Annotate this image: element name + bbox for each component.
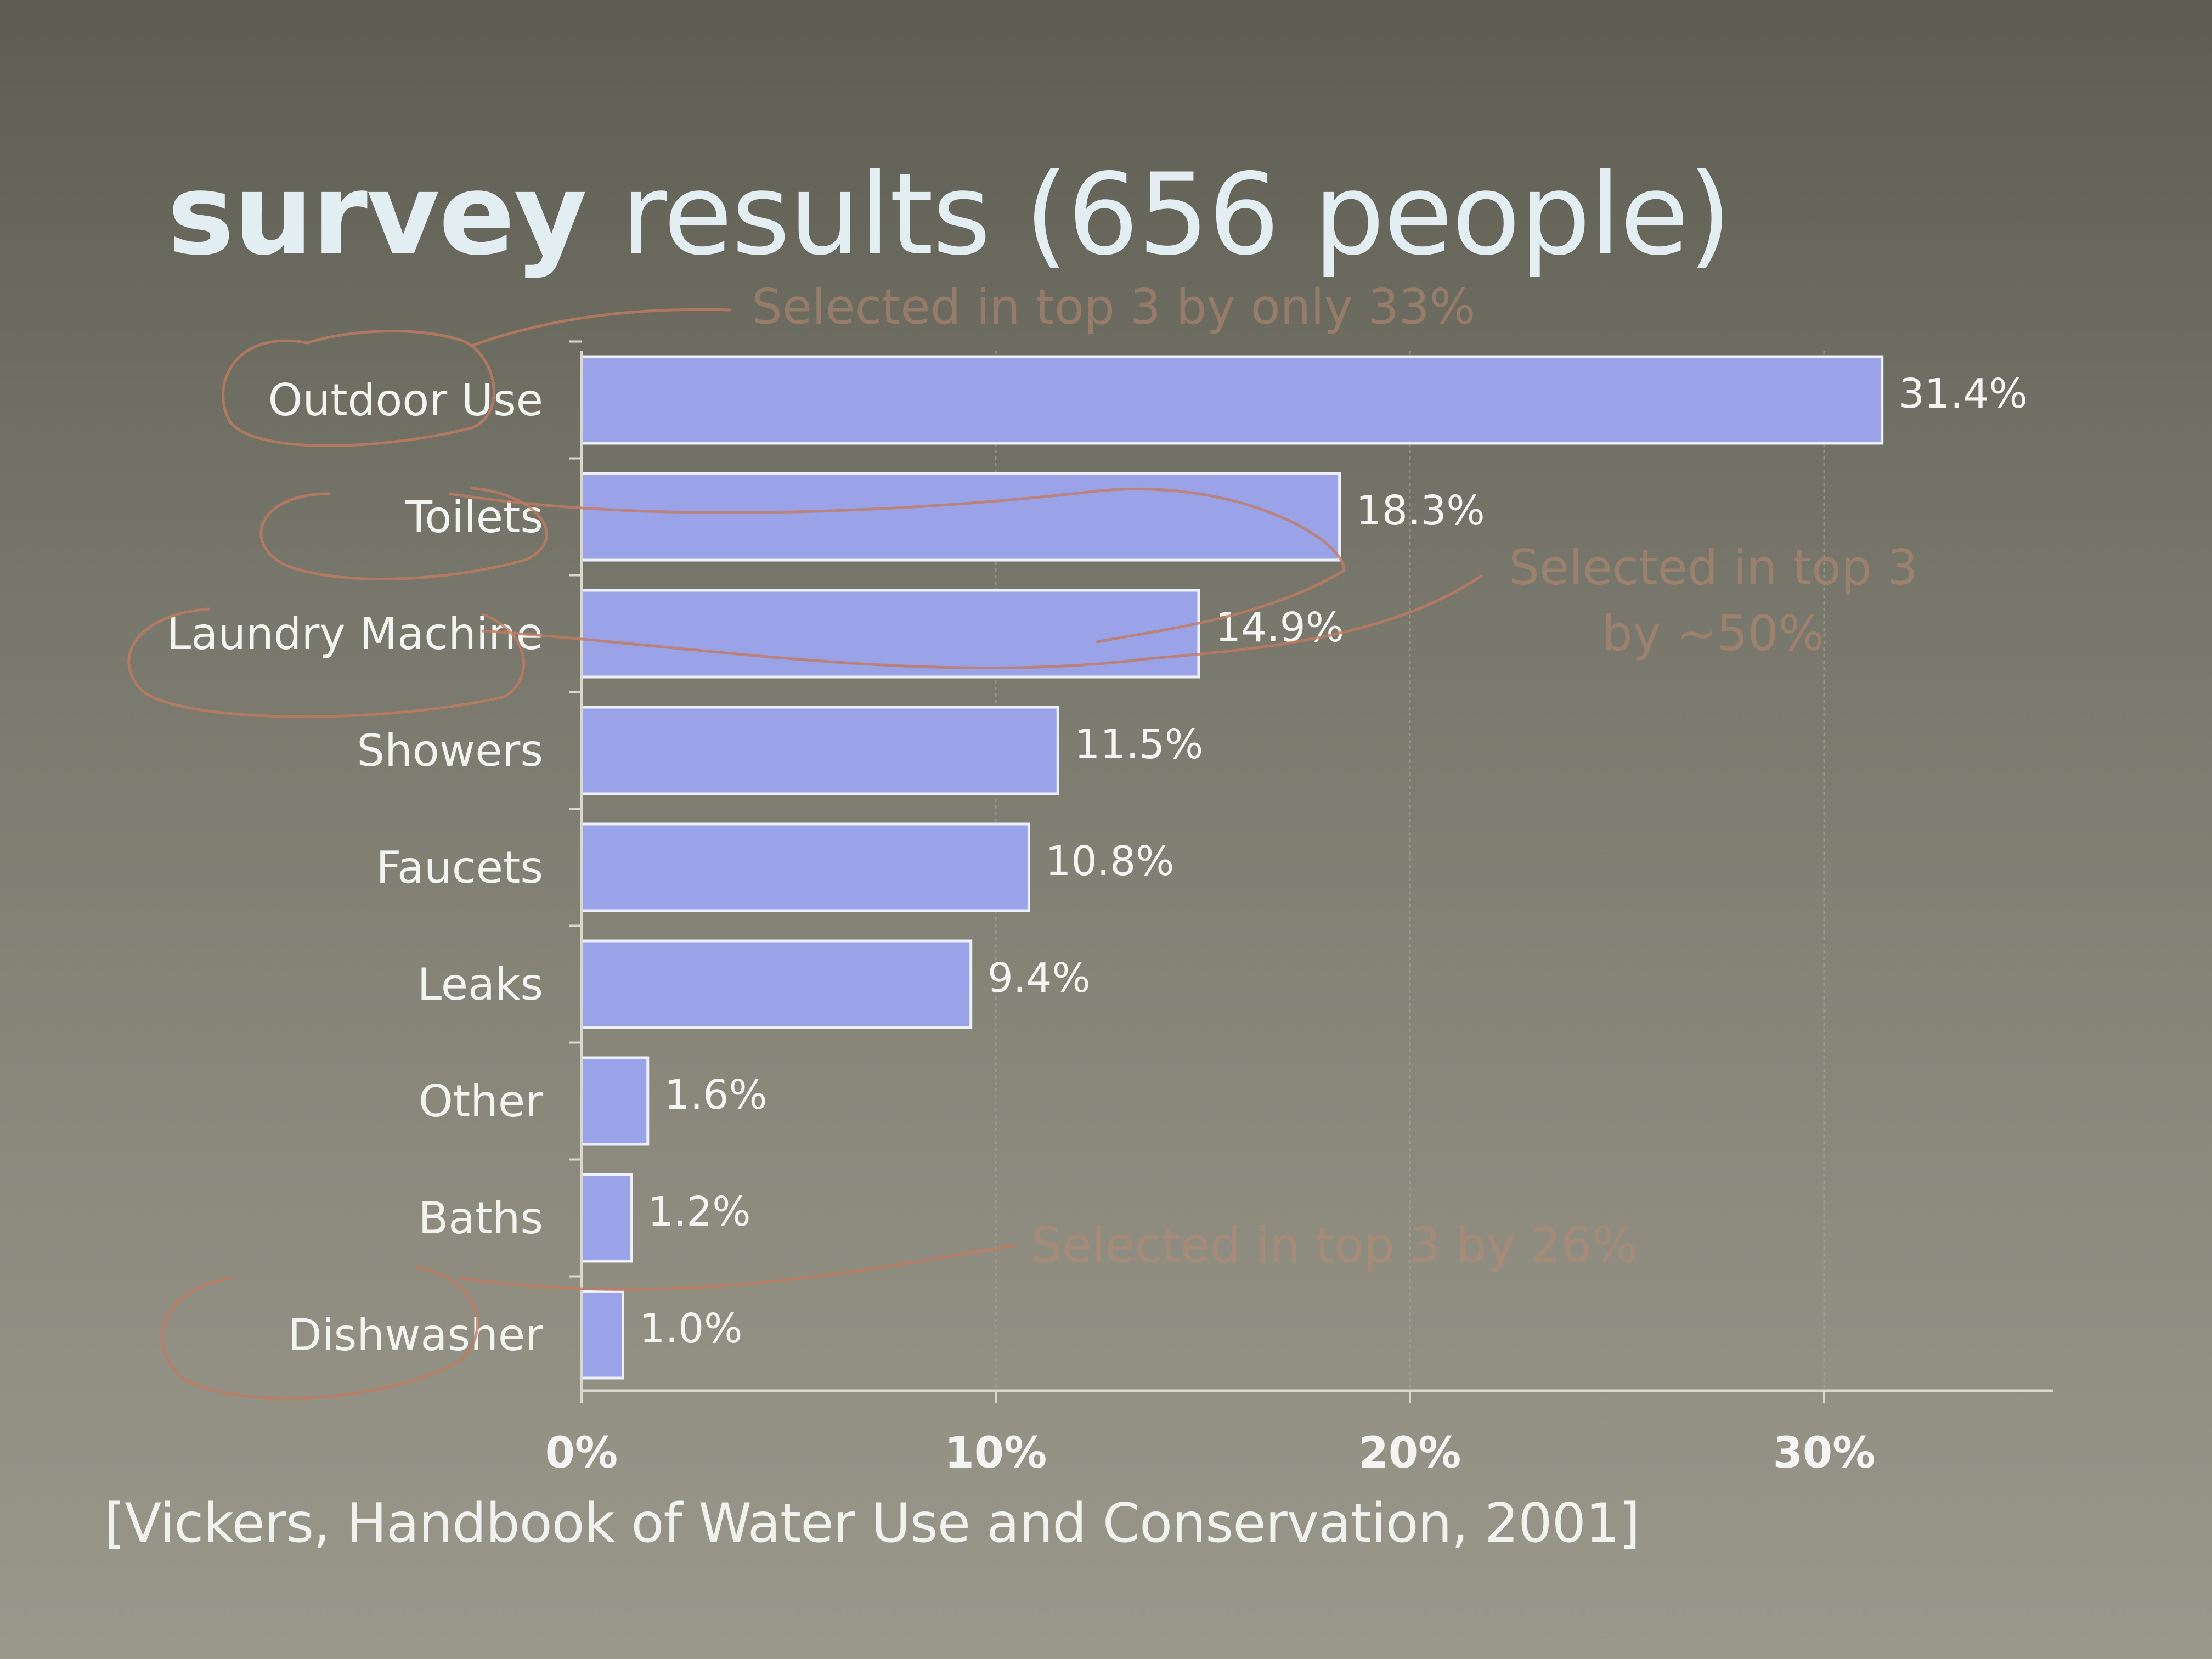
bars bbox=[580, 355, 1884, 1380]
annotation-top3-50-line1: Selected in top 3 bbox=[1509, 539, 1918, 596]
circle-laundry bbox=[127, 607, 526, 718]
stroke-toilets bbox=[448, 487, 1346, 644]
category-label: Other bbox=[419, 1076, 543, 1127]
stroke-laundry bbox=[481, 574, 1483, 669]
bar bbox=[580, 939, 973, 1029]
title-bold: survey bbox=[167, 150, 587, 280]
x-tick-label: 30% bbox=[1773, 1429, 1876, 1478]
slide-title: survey results (656 people) bbox=[167, 159, 1732, 272]
annotation-top3-26: Selected in top 3 by 26% bbox=[1031, 1217, 1638, 1273]
category-label: Leaks bbox=[417, 959, 543, 1010]
value-label: 1.2% bbox=[648, 1188, 751, 1235]
bar bbox=[580, 472, 1341, 562]
x-tick-label: 0% bbox=[545, 1429, 618, 1478]
bar bbox=[580, 1056, 650, 1146]
connector-outdoor-use bbox=[470, 308, 731, 347]
value-label: 9.4% bbox=[988, 955, 1091, 1002]
value-label: 31.4% bbox=[1899, 370, 2028, 417]
axes bbox=[569, 340, 2053, 1403]
bar bbox=[580, 822, 1030, 912]
labels: 0% 10% 20% 30% Outdoor Use 31.4% Toilets 18.3% L… bbox=[167, 370, 2028, 1478]
x-tick-label: 10% bbox=[945, 1429, 1047, 1478]
bar bbox=[580, 355, 1884, 445]
bar bbox=[580, 1173, 633, 1263]
value-label: 11.5% bbox=[1074, 721, 1203, 768]
category-label: Showers bbox=[357, 725, 543, 776]
category-label: Baths bbox=[418, 1193, 543, 1244]
value-label: 1.0% bbox=[640, 1305, 743, 1352]
x-tick-label: 20% bbox=[1359, 1429, 1462, 1478]
annotation-top3-50-line2: by ~50% bbox=[1602, 605, 1824, 662]
bar bbox=[580, 1290, 624, 1380]
category-label: Outdoor Use bbox=[268, 375, 543, 426]
handwritten-annotations: Selected in top 3 by only 33% Selected i… bbox=[127, 279, 1918, 1400]
category-label: Dishwasher bbox=[288, 1310, 543, 1361]
connector-dishwasher bbox=[459, 1244, 1017, 1291]
bar bbox=[580, 589, 1200, 679]
category-label: Laundry Machine bbox=[167, 608, 543, 659]
circle-outdoor-use bbox=[222, 330, 495, 447]
title-rest: results (656 people) bbox=[586, 150, 1732, 280]
value-label: 18.3% bbox=[1356, 487, 1485, 534]
citation: [Vickers, Handbook of Water Use and Cons… bbox=[104, 1492, 1640, 1555]
value-label: 1.6% bbox=[664, 1071, 768, 1119]
annotation-top3-33: Selected in top 3 by only 33% bbox=[752, 279, 1475, 335]
bar bbox=[580, 706, 1059, 795]
category-label: Faucets bbox=[376, 842, 543, 893]
circle-toilets bbox=[259, 487, 548, 580]
value-label: 10.8% bbox=[1045, 838, 1174, 885]
category-label: Toilets bbox=[405, 492, 543, 543]
circle-dishwasher bbox=[161, 1266, 479, 1400]
